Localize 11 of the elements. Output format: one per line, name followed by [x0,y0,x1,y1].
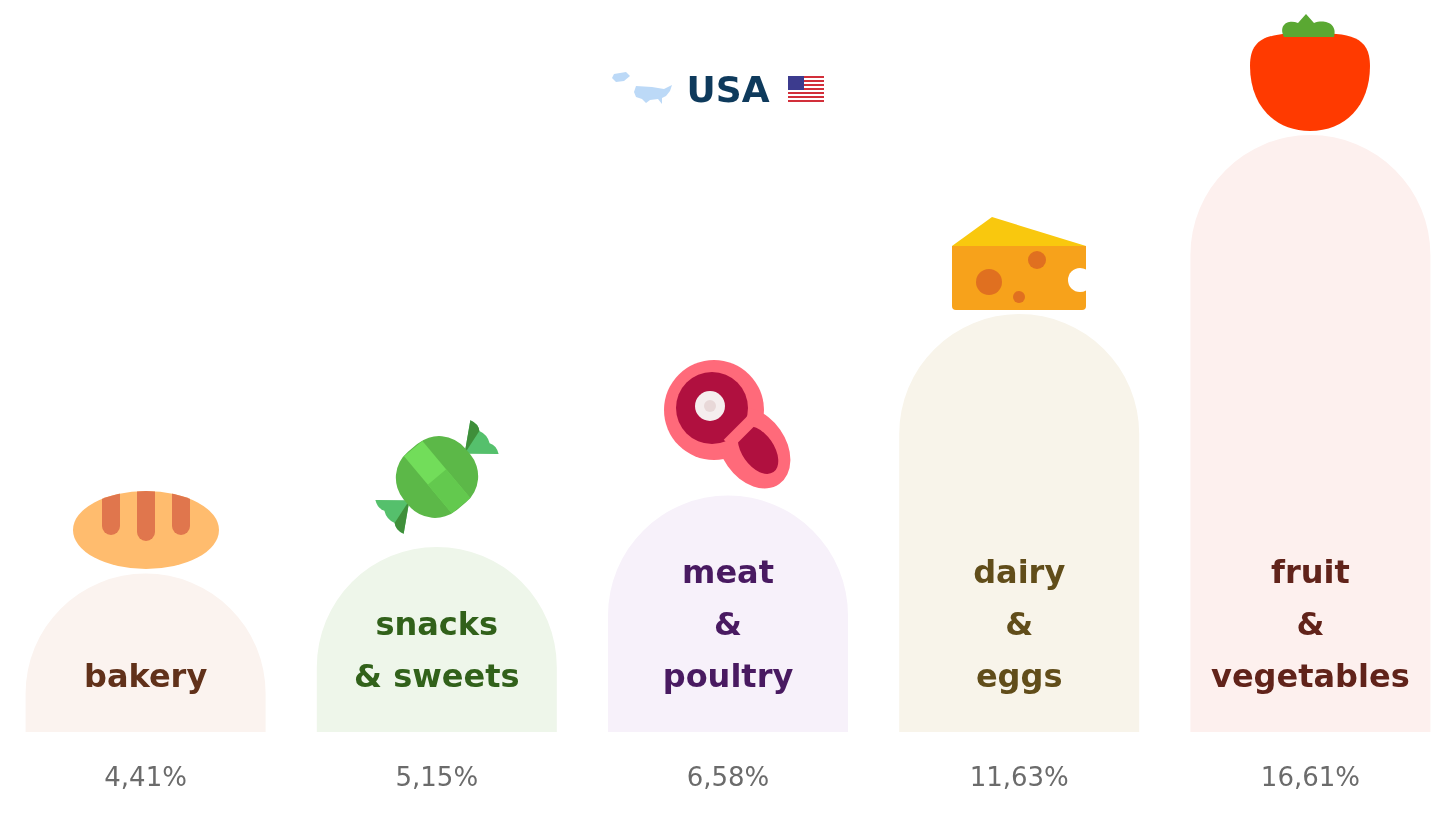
x-tick-label: bakery [83,657,208,695]
data-label: 6,58% [686,762,770,792]
x-tick-label: meat & poultry [662,553,794,695]
data-label: 4,41% [104,762,187,792]
data-label: 11,63% [969,762,1069,792]
chart-title: USA [686,68,770,110]
x-tick-label: fruit & vegetables [1211,553,1410,695]
x-tick-label: dairy & eggs [973,553,1066,695]
data-label: 5,15% [395,762,479,792]
data-label: 16,61% [1260,762,1360,792]
x-tick-label: snacks & sweets [354,605,520,695]
